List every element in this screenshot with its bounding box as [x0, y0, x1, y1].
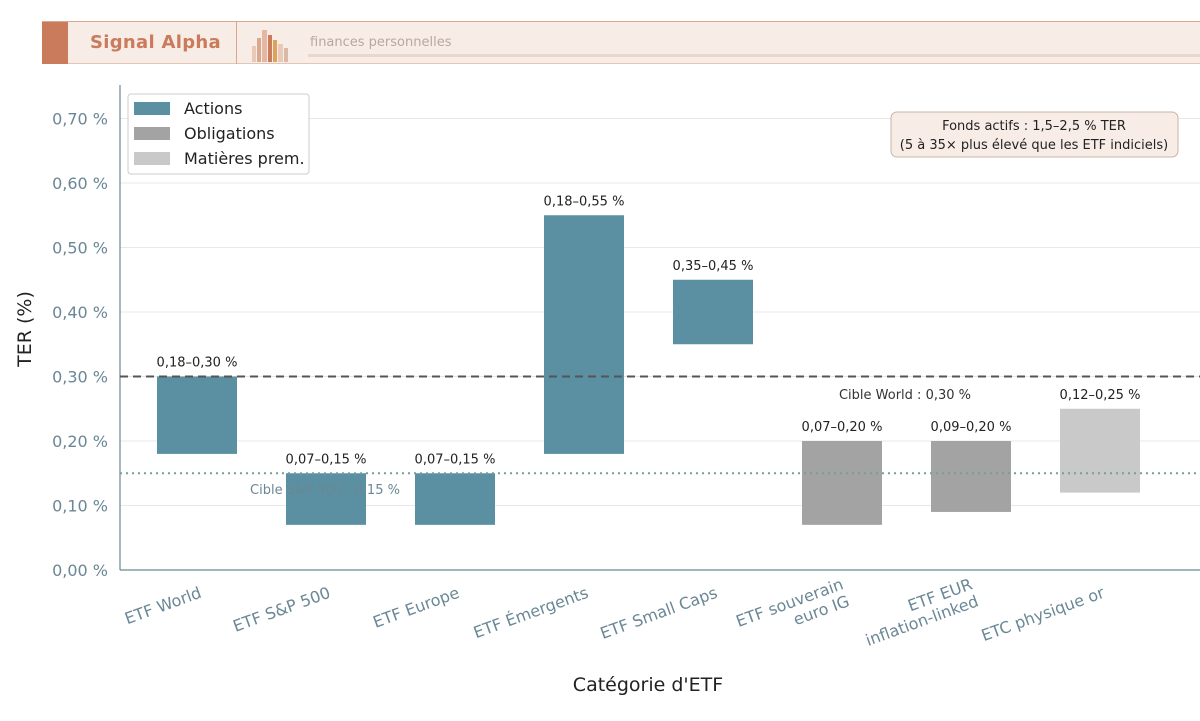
reference-label-sp500: Cible S&P 500 : 0,15 %	[250, 483, 400, 498]
bar-value-label: 0,07–0,20 %	[802, 420, 883, 435]
brand-name: Signal Alpha	[90, 32, 221, 53]
x-tick-label-line: ETF World	[122, 583, 204, 628]
legend-box	[127, 93, 310, 175]
legend-label: Matières prem.	[184, 149, 305, 168]
y-axis-title: TER (%)	[14, 291, 36, 368]
bar-value-label: 0,07–0,15 %	[415, 452, 496, 467]
y-tick-label: 0,10 %	[52, 497, 108, 516]
range-bar	[802, 441, 882, 525]
x-tick-label: ETF Émergents	[471, 583, 591, 642]
y-tick-label: 0,00 %	[52, 561, 108, 580]
y-tick-label: 0,50 %	[52, 239, 108, 258]
x-tick-label-line: ETF Émergents	[471, 583, 591, 642]
range-bar	[157, 376, 237, 454]
reference-label-world: Cible World : 0,30 %	[839, 388, 971, 403]
x-tick-label-line: ETF Small Caps	[598, 583, 720, 643]
legend-label: Actions	[184, 99, 242, 118]
bar-value-label: 0,12–0,25 %	[1060, 388, 1141, 403]
range-bar	[544, 215, 624, 454]
range-bar	[931, 441, 1011, 512]
annotation-text: Fonds actifs : 1,5–2,5 % TER	[942, 119, 1126, 134]
accent-block	[42, 22, 68, 64]
range-bar	[673, 279, 753, 345]
bar-value-label: 0,18–0,30 %	[157, 356, 238, 371]
x-tick-label-line: ETF S&P 500	[230, 583, 332, 636]
x-axis-title: Catégorie d'ETF	[573, 674, 723, 696]
bar-value-label: 0,09–0,20 %	[931, 420, 1012, 435]
annotation-box	[890, 111, 1179, 158]
bar-value-label: 0,07–0,15 %	[286, 452, 367, 467]
x-tick-label: ETF Europe	[370, 583, 461, 632]
range-bar	[415, 473, 495, 525]
header-bar: Signal Alpha finances personnelles	[42, 21, 1200, 64]
y-tick-label: 0,40 %	[52, 303, 108, 322]
x-tick-label: ETF S&P 500	[230, 583, 332, 636]
annotation-text: (5 à 35× plus élevé que les ETF indiciel…	[900, 138, 1168, 153]
bar-chart-logo-icon	[252, 30, 288, 62]
x-tick-label: ETF World	[122, 583, 204, 628]
y-tick-label: 0,30 %	[52, 368, 108, 387]
legend-label: Obligations	[184, 124, 275, 143]
legend-swatch	[134, 152, 170, 165]
range-bar	[286, 473, 366, 525]
tagline-underline	[308, 54, 1200, 57]
tagline: finances personnelles	[310, 35, 452, 50]
bar-value-label: 0,35–0,45 %	[673, 259, 754, 274]
header-separator	[236, 22, 237, 64]
x-tick-label-line: ETC physique or	[979, 583, 1107, 645]
x-tick-label-line: ETF Europe	[370, 583, 461, 632]
range-bar	[1060, 408, 1140, 493]
x-tick-label: ETC physique or	[979, 583, 1107, 645]
legend-swatch	[134, 127, 170, 140]
legend-swatch	[134, 102, 170, 115]
x-tick-label: ETF Small Caps	[598, 583, 720, 643]
y-tick-label: 0,70 %	[52, 110, 108, 129]
y-tick-label: 0,20 %	[52, 432, 108, 451]
bar-value-label: 0,18–0,55 %	[544, 194, 625, 209]
y-tick-label: 0,60 %	[52, 174, 108, 193]
